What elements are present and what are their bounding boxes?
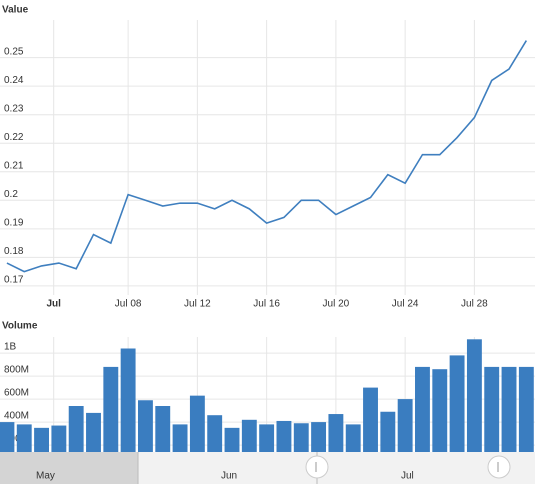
y-tick-label: 0.19	[4, 217, 24, 228]
x-tick-label: Jul 24	[392, 299, 419, 310]
x-tick-label: Jul 20	[323, 299, 350, 310]
y-tick-label: 0.23	[4, 103, 24, 114]
volume-bar	[207, 415, 223, 452]
volume-bar	[68, 406, 84, 452]
x-tick-label: Jul 28	[461, 299, 488, 310]
volume-bar	[518, 366, 534, 452]
y-tick-label: 0.17	[4, 275, 24, 286]
value-line	[6, 40, 528, 273]
x-tick-label: Jul	[46, 299, 61, 310]
y-tick-label: 800M	[4, 365, 29, 376]
navigator-label: Jul	[401, 471, 414, 482]
volume-bar	[397, 399, 413, 452]
volume-bar	[172, 424, 188, 452]
volume-bar	[380, 411, 396, 452]
volume-bar	[155, 406, 171, 452]
navigator-label: Jun	[221, 471, 237, 482]
volume-bar	[224, 427, 240, 452]
y-tick-label: 200M	[4, 434, 29, 445]
volume-bar	[276, 420, 292, 452]
volume-bar	[484, 366, 500, 452]
x-tick-label: Jul 08	[115, 299, 142, 310]
volume-bar	[34, 427, 49, 452]
volume-bar	[103, 366, 119, 452]
navigator-label: May	[36, 471, 55, 482]
y-tick-label: 600M	[4, 388, 29, 399]
volume-bar	[345, 424, 361, 452]
navigator-handle[interactable]	[305, 455, 329, 479]
volume-bar	[241, 419, 257, 452]
y-tick-label: 0.24	[4, 75, 24, 86]
chart-title: Value	[2, 5, 29, 16]
x-tick-label: Jul 12	[184, 299, 211, 310]
y-tick-label: 0.25	[4, 46, 24, 57]
volume-bar	[328, 414, 344, 452]
volume-bar	[363, 387, 378, 452]
chart-title: Volume	[2, 321, 38, 332]
y-tick-label: 400M	[4, 411, 29, 422]
y-tick-label: 0.21	[4, 160, 24, 171]
volume-bar	[0, 422, 15, 452]
volume-bar	[51, 425, 67, 452]
volume-bar	[293, 423, 309, 452]
volume-bar	[466, 339, 482, 452]
navigator-handle[interactable]	[487, 455, 511, 479]
volume-bar	[120, 348, 136, 452]
y-tick-label: 0.2	[4, 189, 18, 200]
volume-bar	[189, 395, 205, 452]
x-tick-label: Jul 16	[253, 299, 280, 310]
volume-bar	[16, 424, 32, 452]
y-tick-label: 0.18	[4, 246, 24, 257]
volume-bar	[449, 355, 465, 452]
volume-bar	[432, 369, 448, 452]
navigator-mask	[0, 452, 138, 484]
volume-bar	[311, 422, 327, 452]
volume-bar	[259, 424, 275, 452]
y-tick-label: 1B	[4, 342, 17, 353]
volume-bar	[137, 400, 153, 452]
volume-bar	[415, 366, 430, 452]
volume-bar	[501, 366, 517, 452]
volume-bar	[86, 412, 101, 452]
y-tick-label: 0.22	[4, 132, 24, 143]
